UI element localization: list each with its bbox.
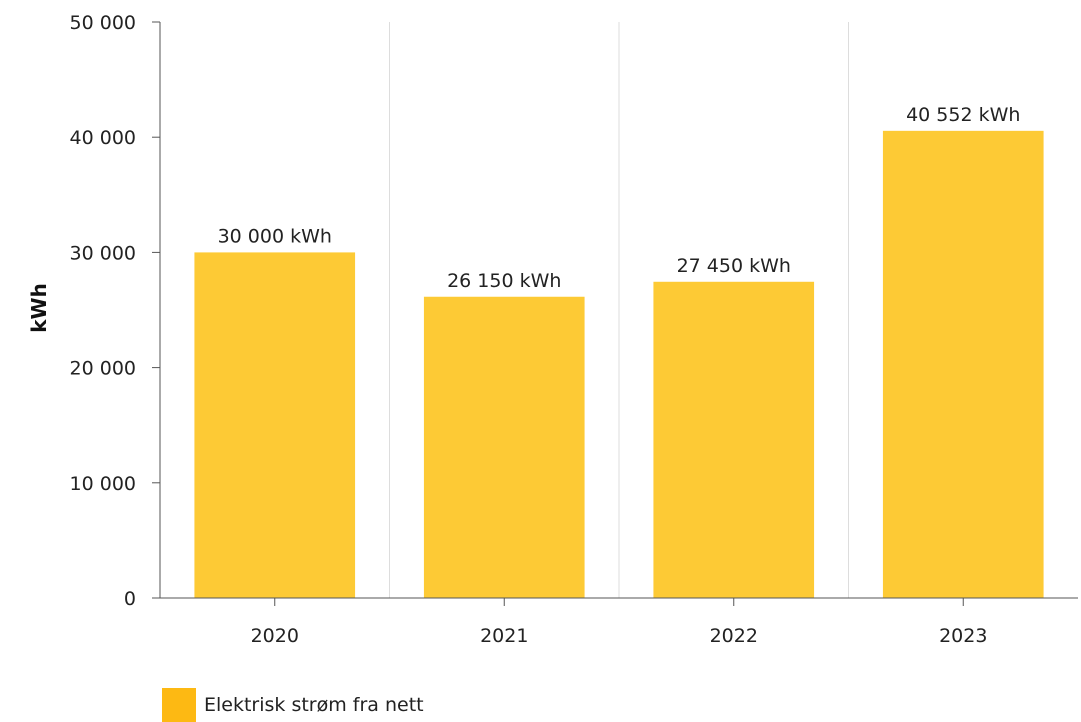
- y-tick-label: 20 000: [70, 358, 136, 380]
- x-tick-label: 2023: [939, 625, 987, 647]
- bar-2020: [194, 252, 356, 598]
- x-tick-label: 2020: [251, 625, 299, 647]
- x-tick-label: 2021: [480, 625, 528, 647]
- bar-2021: [423, 296, 585, 598]
- y-tick-label: 40 000: [70, 127, 136, 149]
- legend: Elektrisk strøm fra nett: [162, 688, 424, 722]
- bar-2022: [653, 281, 815, 598]
- data-label-2020: 30 000 kWh: [218, 225, 332, 247]
- y-tick-label: 30 000: [70, 242, 136, 264]
- x-tick-label: 2022: [710, 625, 758, 647]
- y-axis-title: kWh: [27, 283, 51, 333]
- bars: [194, 130, 1044, 599]
- data-label-2021: 26 150 kWh: [447, 270, 561, 292]
- bar-2023: [882, 130, 1044, 599]
- legend-swatch: [162, 688, 196, 722]
- legend-label: Elektrisk strøm fra nett: [204, 694, 424, 716]
- y-tick-label: 10 000: [70, 473, 136, 495]
- data-label-2023: 40 552 kWh: [906, 104, 1020, 126]
- y-tick-label: 50 000: [70, 12, 136, 34]
- data-label-2022: 27 450 kWh: [677, 255, 791, 277]
- data-labels: 30 000 kWh 26 150 kWh 27 450 kWh 40 552 kWh: [218, 104, 1021, 292]
- axes: 0 10 000 20 000 30 000 40 000 50 000 2020 2021 2…: [70, 12, 1078, 647]
- grid-lines: [389, 22, 849, 598]
- y-tick-label: 0: [124, 588, 136, 610]
